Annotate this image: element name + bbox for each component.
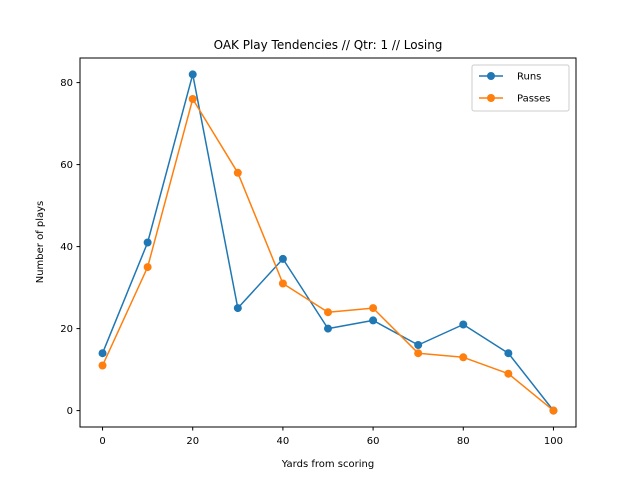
data-point-passes [414,349,423,358]
data-point-passes [278,279,287,288]
data-point-passes [459,353,468,362]
series-line-runs [101,73,555,412]
series-passes [98,95,558,415]
legend-item-runs: Runs [479,72,541,83]
data-point-passes [188,95,197,103]
y-tick-label: 60 [60,160,73,171]
data-point-runs [98,349,107,358]
data-point-runs [369,316,378,325]
data-point-runs [278,254,287,263]
legend: Runs Passes [471,64,570,112]
x-tick-label: 100 [544,436,563,447]
x-tick-label: 60 [367,436,380,447]
data-point-passes [549,406,558,415]
series-layer [98,70,558,415]
data-point-passes [369,304,378,313]
data-point-runs [414,341,423,349]
y-tick-label: 20 [60,324,73,335]
x-tick-label: 0 [99,436,105,447]
data-point-passes [504,369,513,378]
data-point-runs [143,238,152,247]
x-tick-label: 40 [277,436,290,447]
legend-label: Runs [517,72,541,83]
data-point-runs [504,349,513,358]
data-point-passes [98,361,107,370]
x-axis: 0 20 40 60 80 100 [99,427,563,447]
x-tick-label: 80 [457,436,470,447]
data-point-runs [324,324,332,333]
data-point-passes [143,263,152,272]
y-tick-label: 40 [60,242,73,253]
plot-frame [79,57,577,428]
data-point-runs [233,304,242,313]
chart-title: OAK Play Tendencies // Qtr: 1 // Losing [214,38,443,52]
y-axis: 0 20 40 60 80 [60,78,80,417]
data-point-runs [188,70,197,79]
series-line-passes [101,98,554,412]
x-axis-label: Yards from scoring [281,459,374,470]
x-tick-label: 20 [186,436,199,447]
y-tick-label: 80 [60,78,73,89]
data-point-runs [459,320,468,329]
data-point-passes [324,308,332,317]
legend-marker [487,72,495,80]
legend-label: Passes [517,94,551,105]
series-runs [98,70,558,415]
legend-item-passes: Passes [479,94,551,105]
data-point-passes [233,168,242,177]
y-tick-label: 0 [67,406,73,417]
y-axis-label: Number of plays [35,201,46,284]
legend-marker [487,94,495,102]
